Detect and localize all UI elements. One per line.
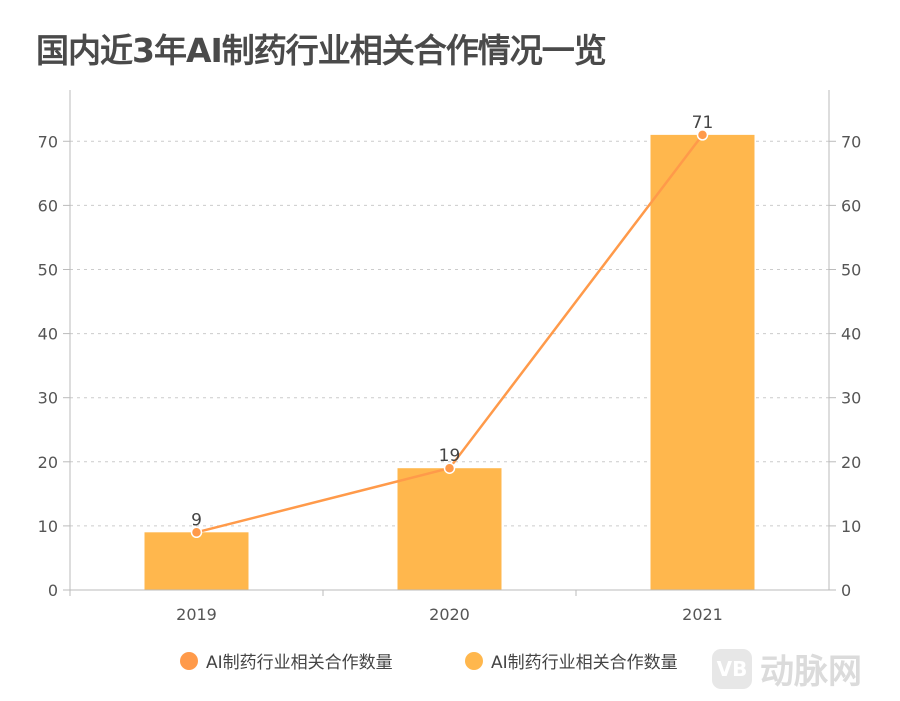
watermark-logo-icon: VB bbox=[712, 648, 752, 689]
bar bbox=[650, 134, 755, 590]
line-point bbox=[443, 462, 456, 474]
watermark: VB 动脉网 bbox=[712, 644, 862, 693]
bar bbox=[144, 532, 249, 590]
legend-item-bar[interactable]: AI制药行业相关合作数量 bbox=[465, 648, 678, 673]
y-tick-label: 40 bbox=[38, 325, 58, 344]
watermark-text: 动脉网 bbox=[760, 652, 862, 692]
x-tick-label: 2019 bbox=[176, 605, 217, 624]
x-tick-label: 2020 bbox=[429, 605, 470, 624]
data-label: 71 bbox=[692, 113, 714, 133]
right-y-tick-label: 50 bbox=[841, 260, 861, 279]
y-tick-label: 70 bbox=[38, 132, 58, 151]
right-y-tick-label: 70 bbox=[841, 132, 861, 151]
y-tick-label: 10 bbox=[38, 517, 58, 536]
data-label: 9 bbox=[191, 510, 202, 530]
y-tick-label: 20 bbox=[38, 453, 58, 472]
data-label: 19 bbox=[439, 446, 461, 466]
right-y-tick-label: 0 bbox=[841, 581, 851, 600]
y-tick-label: 0 bbox=[48, 581, 58, 600]
right-y-tick-label: 60 bbox=[841, 196, 861, 215]
line-point bbox=[190, 526, 203, 539]
bar bbox=[397, 468, 502, 590]
right-y-tick-label: 40 bbox=[841, 325, 861, 344]
right-y-tick-label: 20 bbox=[841, 453, 861, 472]
legend-bar-marker-icon bbox=[465, 651, 483, 670]
y-tick-label: 60 bbox=[38, 196, 58, 215]
legend-line-marker-icon bbox=[180, 651, 198, 670]
chart-title: 国内近3年AI制药行业相关合作情况一览 bbox=[36, 31, 607, 70]
x-tick-label: 2021 bbox=[682, 605, 723, 624]
line-point bbox=[696, 129, 709, 141]
y-tick-label: 30 bbox=[38, 389, 58, 408]
right-y-tick-label: 10 bbox=[841, 517, 861, 536]
right-y-tick-label: 30 bbox=[841, 389, 861, 408]
legend-label: AI制药行业相关合作数量 bbox=[491, 653, 678, 673]
y-tick-label: 50 bbox=[38, 260, 58, 279]
legend-label: AI制药行业相关合作数量 bbox=[206, 653, 393, 673]
legend-item-line[interactable]: AI制药行业相关合作数量 bbox=[180, 648, 393, 673]
